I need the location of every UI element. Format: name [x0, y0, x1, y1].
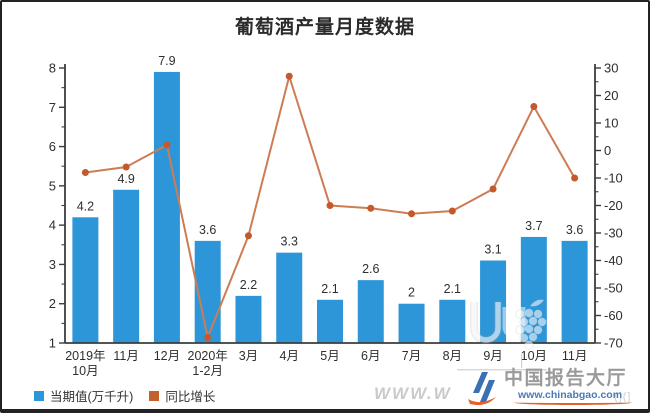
- watermark-tick: [521, 354, 523, 368]
- svg-text:9月: 9月: [483, 349, 502, 363]
- svg-text:4.9: 4.9: [117, 172, 134, 186]
- svg-text:3: 3: [49, 257, 56, 272]
- svg-text:30: 30: [604, 61, 618, 76]
- brand-logo: 中国报告大厅 www.chinabgao.com: [464, 369, 632, 407]
- svg-text:7月: 7月: [402, 349, 421, 363]
- svg-text:2.1: 2.1: [444, 282, 461, 296]
- svg-text:1-2月: 1-2月: [192, 364, 223, 378]
- svg-text:10月: 10月: [72, 364, 98, 378]
- svg-text:6月: 6月: [361, 349, 380, 363]
- legend-item-yoy-growth: 同比增长: [149, 386, 215, 405]
- svg-text:2020年: 2020年: [188, 349, 228, 363]
- line-series-swatch: [149, 390, 160, 401]
- svg-text:10月: 10月: [521, 349, 547, 363]
- svg-text:5: 5: [49, 178, 56, 193]
- svg-text:12月: 12月: [154, 349, 180, 363]
- svg-text:-60: -60: [604, 308, 623, 323]
- brand-logo-icon: [468, 372, 496, 406]
- svg-text:3.1: 3.1: [484, 243, 501, 257]
- svg-text:-70: -70: [604, 336, 623, 351]
- brand-text-block: 中国报告大厅 www.chinabgao.com: [504, 369, 632, 405]
- svg-text:-40: -40: [604, 253, 623, 268]
- svg-text:4: 4: [49, 218, 56, 233]
- svg-text:20: 20: [604, 88, 618, 103]
- svg-text:2: 2: [408, 286, 415, 300]
- grapes-watermark: [457, 299, 547, 371]
- legend: 当期值(万千升) 同比增长: [34, 386, 215, 405]
- svg-text:11月: 11月: [113, 349, 138, 363]
- chart-title: 葡萄酒产量月度数据: [234, 17, 415, 38]
- svg-text:0: 0: [604, 143, 611, 158]
- svg-text:2.2: 2.2: [240, 278, 257, 292]
- svg-text:2: 2: [49, 296, 56, 311]
- logo-underline-swoosh: [514, 400, 632, 405]
- bar-series: 4.2 4.9 7.9 3.6 2.2 3.3 2.1 2.6 2 2.1 3.1 3.7 3.6: [72, 54, 588, 343]
- svg-text:2019年: 2019年: [65, 349, 105, 363]
- svg-text:7: 7: [49, 100, 56, 115]
- svg-text:3.3: 3.3: [281, 235, 298, 249]
- brand-name: 中国报告大厅: [504, 368, 628, 389]
- svg-text:11月: 11月: [562, 349, 587, 363]
- svg-text:7.9: 7.9: [158, 54, 175, 68]
- watermark-underline: [457, 369, 547, 371]
- svg-text:8月: 8月: [443, 349, 462, 363]
- svg-text:-20: -20: [604, 198, 623, 213]
- line-series: [81, 72, 579, 341]
- svg-text:2.1: 2.1: [321, 282, 338, 296]
- svg-text:2.6: 2.6: [362, 262, 379, 276]
- bar-series-swatch: [34, 390, 44, 401]
- svg-text:6: 6: [49, 139, 56, 154]
- svg-text:-10: -10: [604, 171, 623, 186]
- axes: 1 2 3 4 5 6 7 8 -70 -60 -50 -40 -30 -20 -10 0 10 20 30: [49, 61, 623, 351]
- svg-text:5月: 5月: [320, 349, 339, 363]
- legend-item-current-value: 当期值(万千升): [34, 386, 133, 405]
- svg-text:8: 8: [49, 61, 56, 76]
- svg-text:-30: -30: [604, 226, 623, 241]
- legend-label: 当期值(万千升): [50, 390, 134, 404]
- svg-text:4.2: 4.2: [77, 199, 94, 213]
- legend-label: 同比增长: [165, 390, 216, 404]
- brand-url: www.chinabgao.com: [518, 389, 623, 401]
- svg-text:3.6: 3.6: [199, 223, 216, 237]
- svg-text:3.7: 3.7: [525, 219, 542, 233]
- svg-text:1: 1: [49, 336, 56, 351]
- svg-text:4月: 4月: [280, 349, 299, 363]
- watermark-text: WWW.W: [374, 384, 452, 403]
- svg-text:3.6: 3.6: [566, 223, 583, 237]
- svg-text:3月: 3月: [239, 349, 258, 363]
- svg-text:10: 10: [604, 116, 618, 131]
- svg-text:-50: -50: [604, 281, 623, 296]
